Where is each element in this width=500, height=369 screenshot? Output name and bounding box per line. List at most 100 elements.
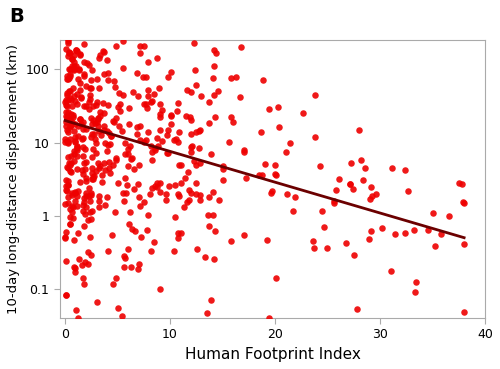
Point (310, 245, 318, 251)
Point (66, 50, 74, 56)
Point (64, 200, 72, 206)
Point (232, 74, 240, 80)
Point (142, 137, 150, 143)
Point (205, 194, 213, 200)
Point (62, 120, 70, 125)
Point (62, 292, 70, 298)
Point (70, 128, 78, 134)
Point (62, 229, 70, 235)
Point (92, 150, 100, 156)
Point (265, 106, 273, 112)
Point (170, 137, 178, 143)
Point (211, 114, 219, 120)
Point (112, 157, 120, 163)
Point (62, 234, 70, 240)
Point (192, 246, 200, 252)
Point (70, 263, 78, 269)
Point (80, 73, 88, 79)
Point (192, 162, 200, 168)
Point (175, 162, 183, 168)
Point (144, 212, 152, 218)
X-axis label: Human Footprint Index: Human Footprint Index (184, 347, 360, 362)
Point (272, 172, 280, 178)
Point (70, 158, 78, 164)
Point (151, 147, 159, 153)
Point (134, 266, 141, 272)
Point (104, 70, 112, 76)
Point (168, 113, 175, 119)
Point (95, 128, 103, 134)
Point (316, 163, 324, 169)
Y-axis label: 10-day long-distance displacement (km): 10-day long-distance displacement (km) (7, 44, 20, 314)
Point (93, 99, 101, 105)
Point (174, 192, 182, 197)
Point (437, 231, 445, 237)
Point (156, 286, 164, 292)
Point (353, 306, 361, 312)
Point (72, 0, 80, 5)
Point (148, 157, 156, 163)
Point (192, 191, 200, 197)
Point (68, 114, 76, 120)
Point (167, 112, 175, 118)
Point (178, 230, 186, 235)
Point (100, 127, 108, 133)
Point (80, 126, 88, 132)
Point (88, 154, 96, 159)
Point (98, 179, 106, 185)
Point (82, 190, 90, 196)
Point (388, 165, 396, 170)
Point (67, 111, 75, 117)
Point (206, 120, 214, 126)
Point (86, 97, 94, 103)
Point (61, 139, 69, 145)
Point (82, 83, 90, 89)
Point (64, 54, 72, 59)
Point (82, 175, 90, 180)
Point (89, 175, 97, 180)
Point (170, 248, 177, 254)
Point (156, 189, 164, 194)
Point (240, 232, 248, 238)
Point (63, 138, 71, 144)
Point (97, 132, 105, 138)
Point (114, 305, 122, 311)
Point (142, 75, 150, 80)
Point (388, 268, 396, 274)
Point (112, 155, 120, 161)
Point (62, 26, 70, 32)
Point (66, 116, 74, 122)
Point (154, 143, 162, 149)
Point (140, 139, 148, 145)
Point (62, 201, 70, 207)
Point (102, 140, 110, 146)
Point (135, 194, 143, 200)
Point (171, 214, 179, 220)
Point (187, 149, 195, 155)
Point (124, 246, 132, 252)
Point (73, 166, 81, 172)
Point (79, 135, 87, 141)
Point (114, 123, 122, 129)
Point (91, 136, 99, 142)
Point (61, 99, 69, 105)
Point (240, 147, 248, 153)
Point (96, 193, 104, 199)
Point (134, 70, 141, 76)
Point (64, 76, 72, 82)
Point (114, 104, 122, 110)
Point (196, 145, 203, 151)
Point (88, 131, 96, 137)
Point (116, 100, 124, 106)
Point (98, 48, 106, 54)
Point (196, 127, 204, 132)
Point (96, 113, 104, 119)
Point (118, 93, 126, 99)
Point (67, 122, 75, 128)
Point (66, 88, 74, 94)
Point (187, 89, 195, 95)
Point (401, 168, 409, 173)
Point (80, 281, 88, 287)
Point (124, 146, 132, 152)
Point (174, 100, 182, 106)
